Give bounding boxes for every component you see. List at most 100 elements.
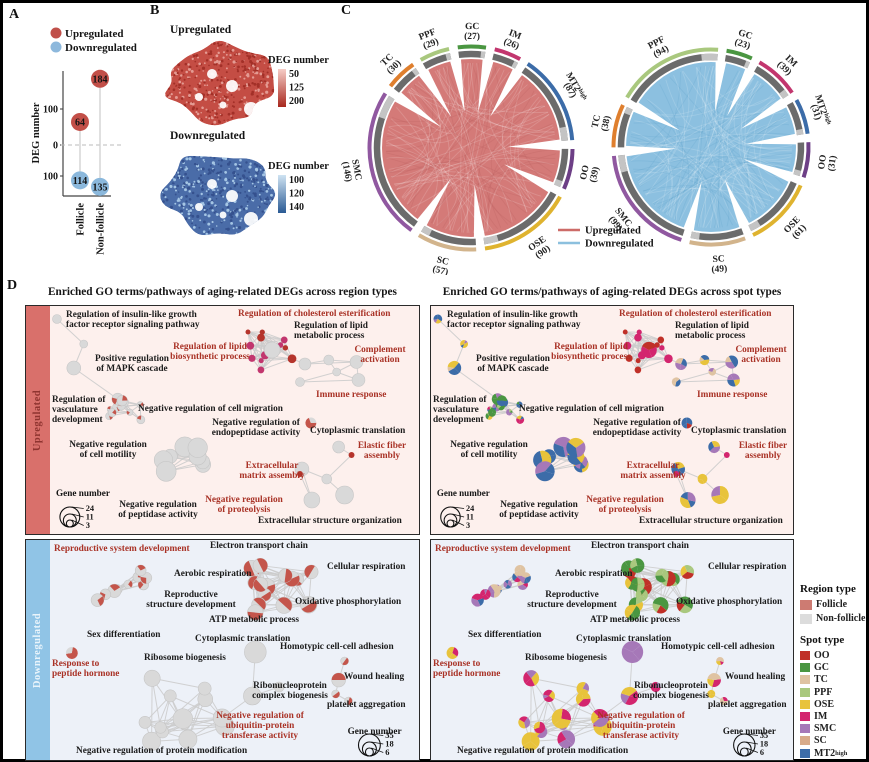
go-term-label: Ribonucleoprotein complex biogenesis xyxy=(252,681,328,701)
chord-segment-label: SMC(146) xyxy=(339,159,363,184)
panel-a-label: A xyxy=(9,7,20,22)
network-area: Gene number 24 11 3 Regulation of insulin-li… xyxy=(50,306,418,534)
network-node xyxy=(244,640,267,664)
network-node xyxy=(305,417,317,429)
network-node xyxy=(332,440,345,454)
network-node xyxy=(212,708,232,728)
network-node xyxy=(719,696,728,706)
go-term-label: Reproductive system development xyxy=(54,544,190,554)
go-term-label: Ribonucleoprotein complex biogenesis xyxy=(633,681,709,701)
network-node xyxy=(591,709,609,727)
network-node xyxy=(506,408,513,416)
gene-number-circle xyxy=(357,733,381,757)
network-node xyxy=(707,689,716,699)
panel-d: D Enriched GO terms/pathways of aging-re… xyxy=(3,278,866,761)
go-term-label: Wound healing xyxy=(725,672,786,682)
chord-segment-label: GC(23) xyxy=(733,28,754,52)
network-node xyxy=(518,716,531,729)
network-node xyxy=(725,355,739,369)
network-node xyxy=(155,460,177,482)
network-node xyxy=(349,355,364,369)
go-term-label: Aerobic respiration xyxy=(174,569,252,579)
lollipop-point xyxy=(91,69,109,88)
network-node xyxy=(335,485,354,505)
network-node xyxy=(699,355,710,366)
lollipop-point xyxy=(71,171,89,190)
go-term-label: Cellular respiration xyxy=(708,562,787,572)
network-node xyxy=(178,729,198,749)
network-node xyxy=(707,673,721,687)
legend-swatch xyxy=(800,699,810,709)
legend-swatch xyxy=(800,748,810,758)
go-term-label: Complement activation xyxy=(735,345,787,365)
go-term-label: Cytoplasmic translation xyxy=(310,426,406,436)
network-node xyxy=(331,672,346,688)
network-node xyxy=(496,395,507,407)
lollipop-point xyxy=(91,177,109,196)
go-term-label: ATP metabolic process xyxy=(590,615,681,625)
network-node xyxy=(673,471,680,477)
network-node xyxy=(351,373,366,387)
chord-segment-label: OO(31) xyxy=(817,154,839,172)
network-node xyxy=(446,646,459,659)
network-node xyxy=(107,408,117,418)
legend-swatch xyxy=(800,675,810,685)
go-term-label: Extracellular structure organization xyxy=(258,516,402,526)
network-node xyxy=(664,354,673,364)
network-node xyxy=(79,339,88,349)
go-term-label: Oxidative phosphorylation xyxy=(676,597,783,607)
network-node xyxy=(65,647,78,660)
network-node xyxy=(90,593,105,607)
network-node xyxy=(676,596,693,614)
network-node xyxy=(622,329,628,335)
legend-dot-upregulated xyxy=(50,27,62,39)
row-label: Upregulated xyxy=(32,389,44,451)
gene-number-value: 6 xyxy=(385,747,389,757)
go-term-label: Wound healing xyxy=(344,672,405,682)
network-area: Gene number 35 18 6 Reproductive system deve… xyxy=(431,540,792,760)
go-term-label: Regulation of lipid metabolic process xyxy=(675,321,749,341)
go-term-label: Negative regulation of cell migration xyxy=(519,404,664,414)
network-node xyxy=(243,686,262,706)
network-node xyxy=(516,415,525,424)
gene-number-circle xyxy=(364,747,374,757)
gene-number-circle xyxy=(65,519,74,528)
gene-number-value: 11 xyxy=(466,512,474,521)
go-term-label: Regulation of lipid biosynthetic process xyxy=(170,342,250,362)
network-node xyxy=(257,366,265,374)
go-term-label: Positive regulation of MAPK cascade xyxy=(476,354,550,374)
network-node xyxy=(136,401,144,409)
legend-swatch xyxy=(800,736,810,746)
legend-label: Downregulated xyxy=(65,42,137,54)
network-node xyxy=(624,604,641,621)
gene-number-value: 24 xyxy=(86,503,95,513)
network-node xyxy=(331,689,340,699)
gene-number-value: 24 xyxy=(466,504,475,513)
network-node xyxy=(142,731,162,751)
gene-number-circle xyxy=(739,747,749,757)
go-term-label: Reproductive system development xyxy=(435,544,571,554)
network-node xyxy=(197,681,212,696)
go-term-label: Complement activation xyxy=(354,345,406,365)
network-node xyxy=(300,596,318,614)
gene-number-value: 3 xyxy=(86,520,90,530)
network-node xyxy=(680,565,695,579)
network-node xyxy=(287,354,297,364)
go-term-label: Sex differentiation xyxy=(87,630,161,640)
network-node xyxy=(253,577,269,592)
network-node xyxy=(625,354,633,362)
network-node xyxy=(557,730,576,749)
spot-legend-item: SC xyxy=(800,735,827,746)
go-term-label: Negative regulation of peptidase activit… xyxy=(499,500,579,520)
legend-swatch xyxy=(800,651,810,660)
network-node xyxy=(650,681,661,693)
network-node xyxy=(66,360,82,376)
colorbar-tick: 140 xyxy=(289,202,304,213)
network-node xyxy=(282,345,289,351)
network-node xyxy=(675,358,687,371)
legend-label: Upregulated xyxy=(65,28,123,40)
row-label: Downregulated xyxy=(32,612,44,688)
network-node xyxy=(163,689,177,703)
legend-swatch xyxy=(800,599,812,610)
